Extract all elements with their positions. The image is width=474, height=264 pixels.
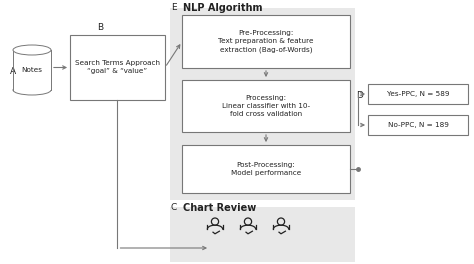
Text: C: C [171,204,177,213]
Ellipse shape [13,45,51,55]
Bar [13,50,51,90]
FancyBboxPatch shape [182,15,350,68]
Text: D: D [356,91,364,100]
FancyBboxPatch shape [182,145,350,193]
FancyBboxPatch shape [170,8,355,200]
Text: B: B [97,23,103,32]
FancyBboxPatch shape [70,35,165,100]
Text: NLP Algorithm: NLP Algorithm [183,3,263,13]
FancyBboxPatch shape [170,207,355,262]
Text: Chart Review: Chart Review [183,203,256,213]
Text: Pre-Processing:
Text preparation & feature
extraction (Bag-of-Words): Pre-Processing: Text preparation & featu… [218,30,314,53]
Text: Yes-PPC, N = 589: Yes-PPC, N = 589 [387,91,449,97]
FancyBboxPatch shape [368,115,468,135]
Text: E: E [171,3,177,12]
Ellipse shape [13,85,51,95]
Text: Search Terms Approach
“goal” & “value”: Search Terms Approach “goal” & “value” [75,60,160,74]
Text: Post-Processing:
Model performance: Post-Processing: Model performance [231,162,301,176]
Text: A: A [10,68,16,77]
Text: No-PPC, N = 189: No-PPC, N = 189 [388,122,448,128]
FancyBboxPatch shape [368,84,468,104]
Text: Notes: Notes [21,67,43,73]
Text: Processing:
Linear classifier with 10-
fold cross validation: Processing: Linear classifier with 10- f… [222,95,310,117]
FancyBboxPatch shape [182,80,350,132]
